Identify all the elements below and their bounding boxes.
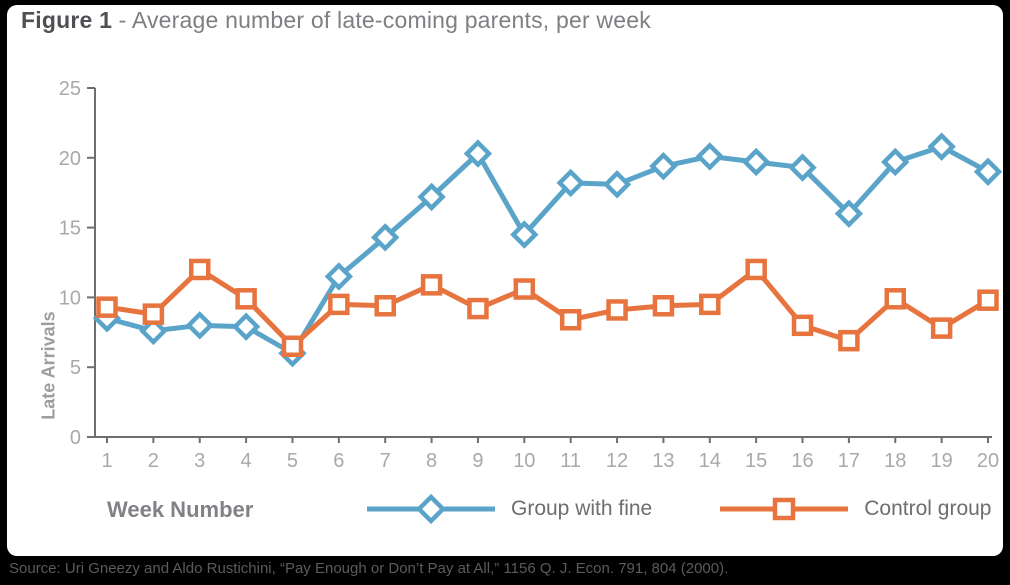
svg-text:14: 14 (699, 450, 721, 472)
chart-title-text: - Average number of late-coming parents,… (112, 7, 651, 33)
svg-text:12: 12 (606, 450, 628, 472)
svg-text:13: 13 (652, 450, 674, 472)
svg-text:2: 2 (148, 450, 159, 472)
svg-text:11: 11 (560, 450, 581, 472)
svg-text:15: 15 (745, 450, 767, 472)
svg-text:4: 4 (241, 450, 252, 472)
legend: Group with fine Control group (365, 493, 993, 525)
svg-text:8: 8 (426, 450, 437, 472)
svg-text:0: 0 (70, 427, 81, 449)
svg-text:5: 5 (287, 450, 298, 472)
chart-title: Figure 1 - Average number of late-coming… (21, 7, 651, 34)
svg-text:6: 6 (333, 450, 344, 472)
chart-figure: Figure 1 - Average number of late-coming… (7, 5, 1003, 556)
y-axis-label: Late Arrivals (38, 311, 59, 420)
svg-text:1: 1 (101, 450, 112, 472)
svg-text:15: 15 (59, 218, 81, 240)
svg-text:17: 17 (838, 450, 860, 472)
svg-text:5: 5 (70, 357, 81, 379)
svg-text:18: 18 (884, 450, 906, 472)
legend-item-control-group: Control group (718, 493, 992, 525)
legend-swatch-square-icon (720, 497, 849, 521)
chart-title-figure-number: Figure 1 (21, 7, 113, 33)
svg-text:16: 16 (791, 450, 813, 472)
legend-swatch-diamond-icon (367, 493, 495, 525)
legend-label: Group with fine (511, 497, 653, 520)
svg-text:20: 20 (59, 148, 81, 170)
source-note: Source: Uri Gneezy and Aldo Rustichini, … (9, 560, 729, 577)
svg-text:25: 25 (59, 78, 81, 100)
x-axis-label: Week Number (107, 497, 254, 522)
legend-label: Control group (864, 497, 992, 520)
svg-text:7: 7 (380, 450, 391, 472)
svg-text:9: 9 (472, 450, 483, 472)
svg-text:3: 3 (194, 450, 205, 472)
svg-text:10: 10 (59, 287, 81, 309)
svg-text:19: 19 (931, 450, 953, 472)
legend-item-group-with-fine: Group with fine (365, 493, 652, 525)
svg-text:20: 20 (977, 450, 999, 472)
svg-text:10: 10 (513, 450, 535, 472)
